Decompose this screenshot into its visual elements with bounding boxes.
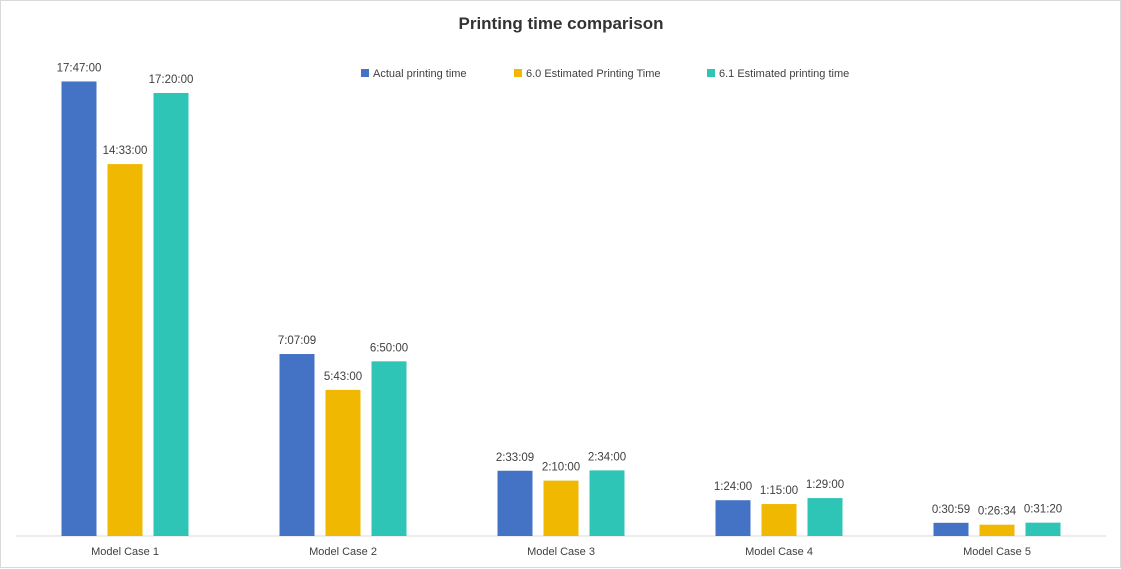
bars-group [61,81,1061,537]
bar-2-3 [543,480,579,536]
bar-1-3 [497,470,533,536]
data-label-3-3: 2:34:00 [588,451,626,463]
chart-title: Printing time comparison [459,14,664,33]
bar-3-1 [153,92,189,537]
bar-3-4 [807,498,843,536]
category-labels-group: Model Case 1 Model Case 2 Model Case 3 Mode… [91,546,1031,558]
bar-2-5 [979,524,1015,536]
bar-2-4 [761,504,797,536]
data-label-1-5: 0:30:59 [932,504,970,516]
bar-3-3 [589,470,625,536]
legend-label-1: Actual printing time [373,68,467,80]
data-label-2-3: 2:10:00 [542,462,580,474]
data-label-2-4: 1:15:00 [760,485,798,497]
data-label-2-2: 5:43:00 [324,371,362,383]
data-label-1-3: 2:33:09 [496,452,534,464]
legend-label-3: 6.1 Estimated printing time [719,68,849,80]
category-label-3: Model Case 3 [527,546,595,558]
bar-1-2 [279,354,315,536]
category-label-2: Model Case 2 [309,546,377,558]
data-label-1-4: 1:24:00 [714,481,752,493]
data-label-3-4: 1:29:00 [806,479,844,491]
bar-1-5 [933,522,969,536]
data-label-1-1: 17:47:00 [57,62,102,74]
legend-swatch-3 [707,69,715,77]
data-label-3-2: 6:50:00 [370,342,408,354]
legend-label-2: 6.0 Estimated Printing Time [526,68,661,80]
data-label-2-5: 0:26:34 [978,506,1017,518]
category-label-5: Model Case 5 [963,546,1031,558]
bar-2-1 [107,164,143,537]
legend-swatch-1 [361,69,369,77]
bar-3-2 [371,361,407,536]
bar-1-1 [61,81,97,536]
legend: Actual printing time 6.0 Estimated Printi… [361,68,849,80]
bar-3-5 [1025,522,1061,536]
legend-swatch-2 [514,69,522,77]
data-label-3-1: 17:20:00 [149,74,194,86]
data-label-1-2: 7:07:09 [278,335,316,347]
bar-1-4 [715,500,751,536]
data-label-3-5: 0:31:20 [1024,504,1062,516]
category-label-4: Model Case 4 [745,546,813,558]
category-label-1: Model Case 1 [91,546,159,558]
data-labels-group: 17:47:00 14:33:00 17:20:00 7:07:09 5:43:00 6:… [57,62,1063,517]
bar-2-2 [325,389,361,536]
data-label-2-1: 14:33:00 [103,145,148,157]
